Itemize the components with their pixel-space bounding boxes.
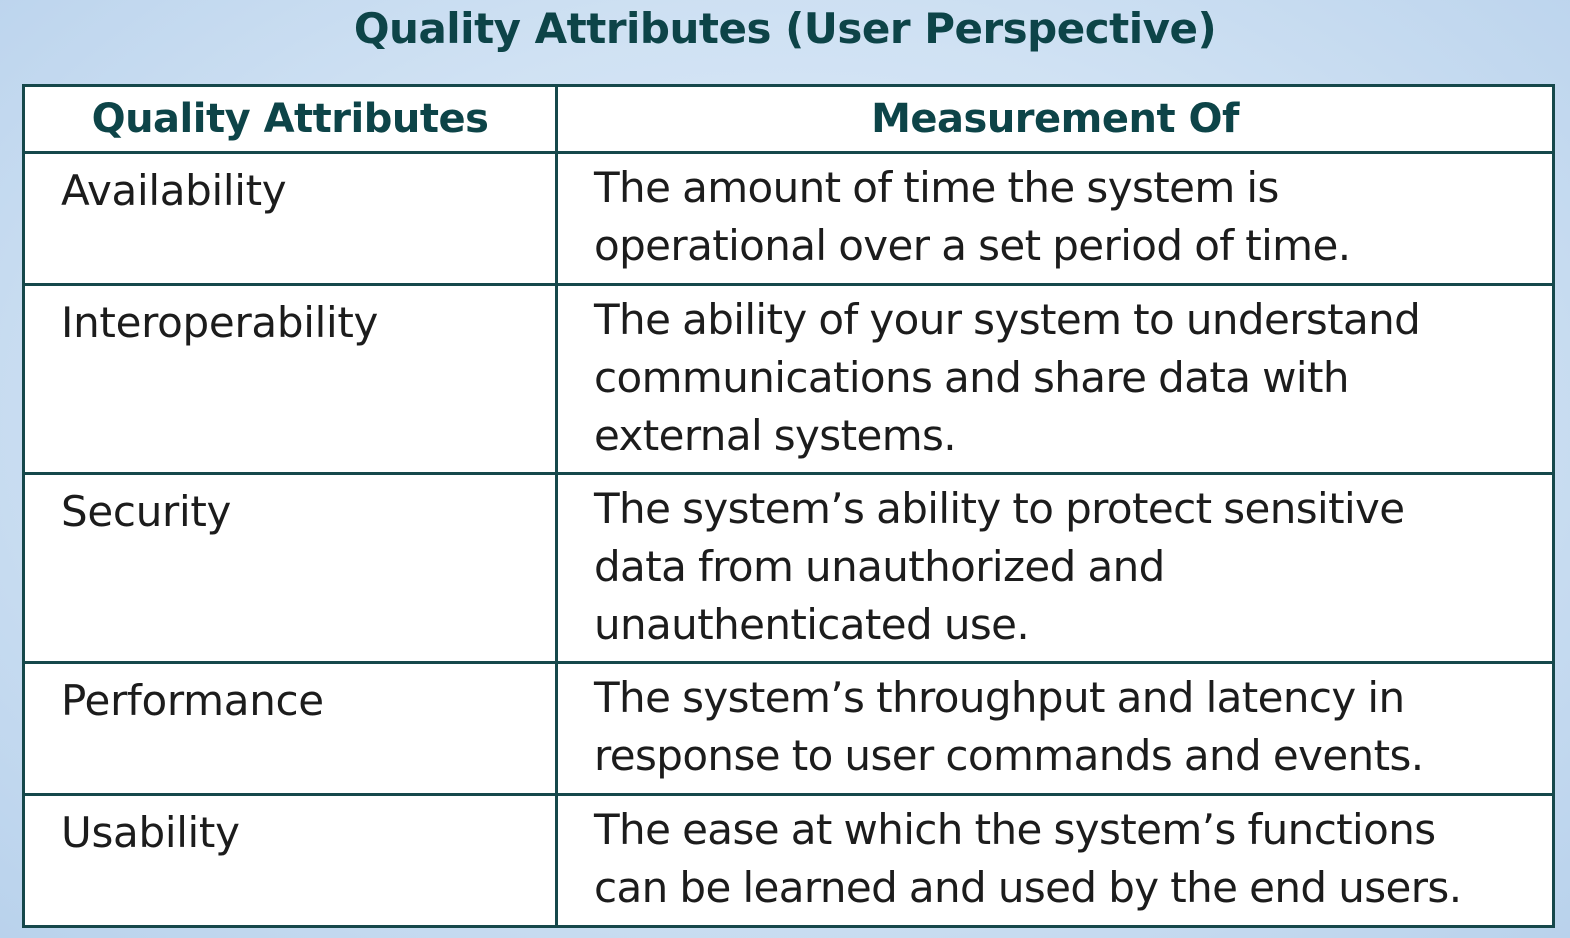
table-row-interoperability: Interoperability The ability of your sys…: [22, 283, 1555, 475]
measurement-line: operational over a set period of time.: [594, 221, 1351, 270]
quality-attributes-table: Quality Attributes Measurement Of Availa…: [22, 84, 1555, 928]
measurement-line: The ease at which the system’s functions: [594, 805, 1436, 854]
slide-title: Quality Attributes (User Perspective): [353, 4, 1217, 53]
measurement-line: The amount of time the system is: [594, 163, 1279, 212]
measurement-cell: The amount of time the system is operati…: [555, 151, 1555, 286]
measurement-line: communications and share data with: [594, 353, 1349, 402]
table-row-usability: Usability The ease at which the system’s…: [22, 793, 1555, 928]
table-row-performance: Performance The system’s throughput and …: [22, 661, 1555, 796]
header-quality-attributes: Quality Attributes: [22, 84, 558, 154]
table-row-availability: Availability The amount of time the syst…: [22, 151, 1555, 286]
attribute-cell: Performance: [22, 661, 558, 796]
measurement-line: can be learned and used by the end users…: [594, 863, 1462, 912]
measurement-line: unauthenticated use.: [594, 600, 1030, 649]
measurement-cell: The ease at which the system’s functions…: [555, 793, 1555, 928]
measurement-line: data from unauthorized and: [594, 542, 1165, 591]
table-header-row: Quality Attributes Measurement Of: [22, 84, 1555, 154]
measurement-line: The ability of your system to understand: [594, 295, 1421, 344]
measurement-line: The system’s throughput and latency in: [594, 673, 1405, 722]
attribute-cell: Security: [22, 472, 558, 664]
measurement-line: response to user commands and events.: [594, 731, 1424, 780]
measurement-line: The system’s ability to protect sensitiv…: [594, 484, 1405, 533]
measurement-cell: The system’s throughput and latency in r…: [555, 661, 1555, 796]
measurement-line: external systems.: [594, 411, 957, 460]
measurement-cell: The system’s ability to protect sensitiv…: [555, 472, 1555, 664]
attribute-cell: Availability: [22, 151, 558, 286]
attribute-cell: Interoperability: [22, 283, 558, 475]
measurement-cell: The ability of your system to understand…: [555, 283, 1555, 475]
header-measurement-of: Measurement Of: [555, 84, 1555, 154]
table-row-security: Security The system’s ability to protect…: [22, 472, 1555, 664]
attribute-cell: Usability: [22, 793, 558, 928]
